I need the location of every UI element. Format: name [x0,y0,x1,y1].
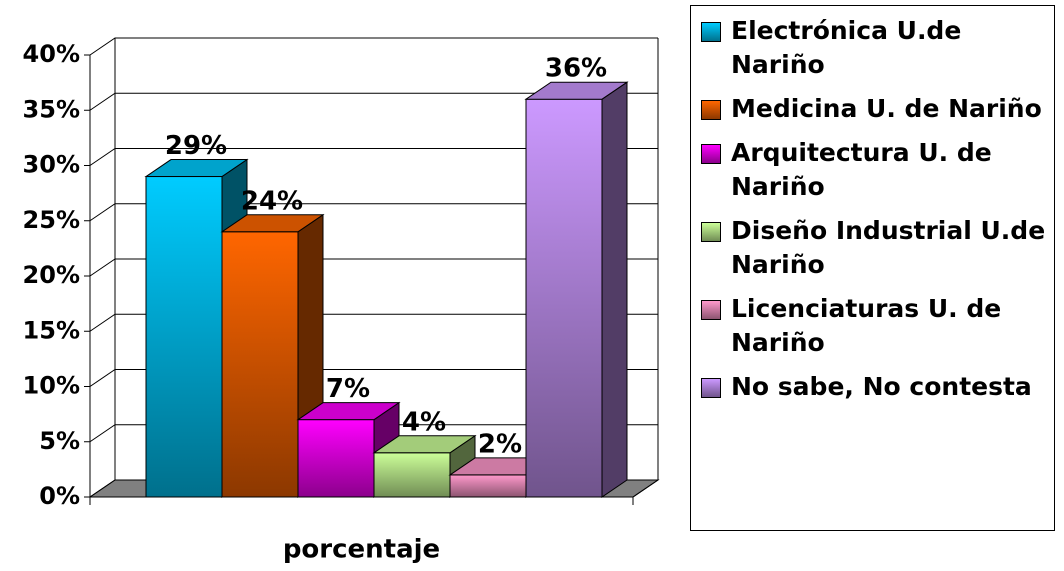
y-tick-label: 5% [39,427,80,455]
grid-line [89,369,658,387]
data-label: 7% [326,374,370,404]
data-label: 2% [478,429,522,459]
grid-line [89,424,658,443]
y-tick-label: 0% [39,482,80,510]
chart: 0% 5% 10% 15% 20% 25% 30% 35% 40% porcentaje 29% 24… [23,37,660,565]
grid-line [89,203,658,222]
y-tick-label: 40% [23,40,80,68]
legend-label: Diseño Industrial U.de Nariño [731,216,1046,279]
legend-label: Licenciaturas U. de Nariño [731,294,1002,357]
bar-top [372,435,477,454]
legend-item: Electrónica U.de Nariño [701,14,1050,82]
grid-line [89,313,658,332]
bar-side [601,81,628,498]
bar-front [221,231,299,498]
y-tick-label: 15% [23,316,80,344]
legend-swatch [701,300,721,320]
legend: Electrónica U.de Nariño Medicina U. de Na… [690,5,1055,531]
legend-item: Medicina U. de Nariño [701,92,1050,126]
y-tick-label: 30% [23,151,80,179]
legend-swatch [701,100,721,120]
grid-line [89,148,658,166]
grid-line [89,92,658,111]
data-label: 36% [545,54,607,84]
bar-front [449,474,527,498]
grid-line [89,258,658,277]
data-label: 4% [402,407,446,437]
y-tick-label: 10% [23,372,80,400]
bar-top [524,81,629,100]
legend-item: Arquitectura U. de Nariño [701,136,1050,204]
grid-line [89,37,658,56]
bar-front [297,419,375,498]
legend-item: No sabe, No contesta [701,370,1050,404]
legend-swatch [701,144,721,164]
legend-label: Electrónica U.de Nariño [731,16,962,79]
y-tick-label: 20% [23,261,80,289]
data-label: 29% [165,131,227,161]
legend-swatch [701,222,721,242]
legend-label: Medicina U. de Nariño [731,94,1042,123]
x-tick-label: porcentaje [283,535,440,565]
legend-swatch [701,22,721,42]
legend-item: Licenciaturas U. de Nariño [701,292,1050,360]
bar-top [296,402,401,421]
legend-item: Diseño Industrial U.de Nariño [701,214,1050,282]
y-tick-label: 25% [23,206,80,234]
bar-front [145,176,223,498]
data-label: 24% [241,186,303,216]
legend-swatch [701,378,721,398]
y-tick-label: 35% [23,95,80,123]
bar-top [144,159,249,178]
bar-front [525,98,603,498]
bar-top [220,214,325,233]
bar-front [373,452,451,498]
legend-label: Arquitectura U. de Nariño [731,138,992,201]
legend-label: No sabe, No contesta [731,372,1032,401]
x-axis-end [632,479,659,498]
